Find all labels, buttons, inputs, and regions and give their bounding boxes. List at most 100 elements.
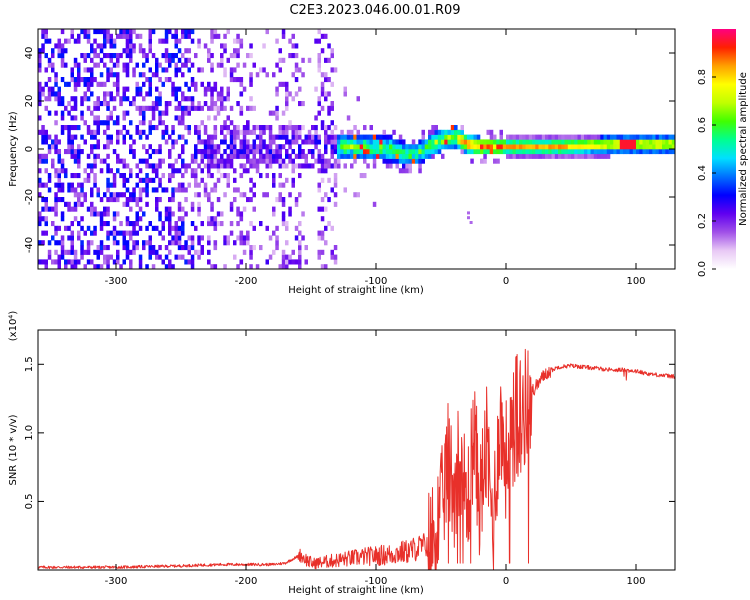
spectrogram-cell [564,144,568,150]
spectrogram-cell [177,206,182,212]
spectrogram-cell [197,101,201,107]
spectrogram-cell [528,149,533,155]
spectrogram-cell [298,245,302,251]
spectrogram-cell [389,163,393,169]
spectrogram-cell [515,149,520,155]
spectrogram-cell [54,249,58,255]
spectrogram-cell [135,230,139,236]
spectrogram-cell [353,134,357,140]
spectrogram-cell [112,149,117,155]
spectrogram-cell [509,139,513,145]
spectrogram-cell [161,221,165,227]
spectrogram-cell [298,192,302,198]
spectrogram-cell [535,153,539,159]
spectrogram-cell [122,240,126,246]
spectrogram-cell [551,139,555,145]
snr-frame [37,329,676,571]
spectrogram-cell [213,125,218,131]
spectrogram-cell [203,153,208,159]
spectrogram-cell [187,235,191,241]
spectrogram-cell [164,264,169,269]
spectrogram-cell [164,187,169,193]
spectrogram-cell [158,101,162,107]
spectrogram-cell [90,259,94,265]
spectrogram-cell [454,125,458,131]
spectrogram-cell [73,115,78,121]
spectrogram-cell [574,134,578,140]
spectrogram-cell [109,91,113,97]
spectrogram-cell [99,57,104,63]
spectrogram-cell [54,81,58,87]
spectrogram-cell [213,158,218,164]
spectrogram-cell [210,86,214,92]
spectrogram-cell [109,72,113,78]
spectrogram-cell [129,101,133,107]
spectrogram-cell [122,48,126,54]
spectrogram-cell [294,197,299,203]
spectrogram-cell [434,149,438,155]
spectrogram-cell [317,29,321,35]
spectrogram-cell [174,86,178,92]
spectrogram-cell [161,110,165,116]
spectrogram-cell [649,134,653,140]
spectrogram-cell [119,29,123,35]
spectrogram-cell [96,249,100,255]
spectrogram-cell [421,153,425,159]
spectrogram-cell [333,259,338,265]
spectrogram-cell [145,77,149,83]
spectrogram-cell [116,53,120,59]
spectrogram-cell [223,163,227,169]
spectrogram-cell [220,62,224,68]
spectrogram-cell [129,57,133,63]
spectrogram-cell [489,149,494,155]
spectrogram-cell [142,96,146,102]
spectrogram-cell [47,206,52,212]
spectrogram-cell [64,105,68,111]
spectrogram-cell [330,144,334,150]
spectrogram-cell [363,144,367,150]
spectrogram-cell [265,158,269,164]
spectrogram-cell [272,72,276,78]
spectrogram-cell [122,235,126,241]
spectrogram-cell [278,158,282,164]
spectrogram-cell [324,72,328,78]
spectrogram-cell [38,211,42,217]
spectrogram-cell [73,254,78,260]
spectrogram-cell [246,125,250,131]
spectrogram-cell [265,72,269,78]
spectrogram-cell [70,29,74,35]
spectrogram-cell [181,221,185,227]
spectrogram-cell [77,173,81,179]
spectrogram-cell [142,105,146,111]
spectrogram-cell [122,33,126,39]
spectrogram-cell [174,115,178,121]
spectrogram-cell [200,81,204,87]
spectrogram-cell [515,153,520,159]
spectrogram-cell [252,149,256,155]
spectrogram-cell [41,230,45,236]
spectrogram-cell [236,129,240,135]
spectrogram-cell [70,230,74,236]
spectrogram-cell [437,134,442,140]
spectrogram-cell [324,96,328,102]
spectrogram-cell [418,153,422,159]
spectrogram-cell [103,211,107,217]
spectrogram-cell [112,105,117,111]
spectrogram-cell [278,67,282,73]
spectrogram-cell [151,72,156,78]
spectrogram-cell [148,77,152,83]
spectrogram-cell [93,249,97,255]
spectrogram-cell [502,144,507,150]
spectrogram-cell [106,182,110,188]
spectrogram-cell [317,101,321,107]
spectrogram-cell [346,149,351,155]
spectrogram-cell [47,38,52,44]
spectrogram-cell [67,249,71,255]
spectrogram-cell [320,120,325,126]
spectrogram-cell [288,91,292,97]
spectrogram-cell [86,67,91,73]
spectrogram-cell [421,144,425,150]
spectrogram-cell [275,38,279,44]
spectrogram-cell [236,153,240,159]
spectrogram-cell [580,149,585,155]
